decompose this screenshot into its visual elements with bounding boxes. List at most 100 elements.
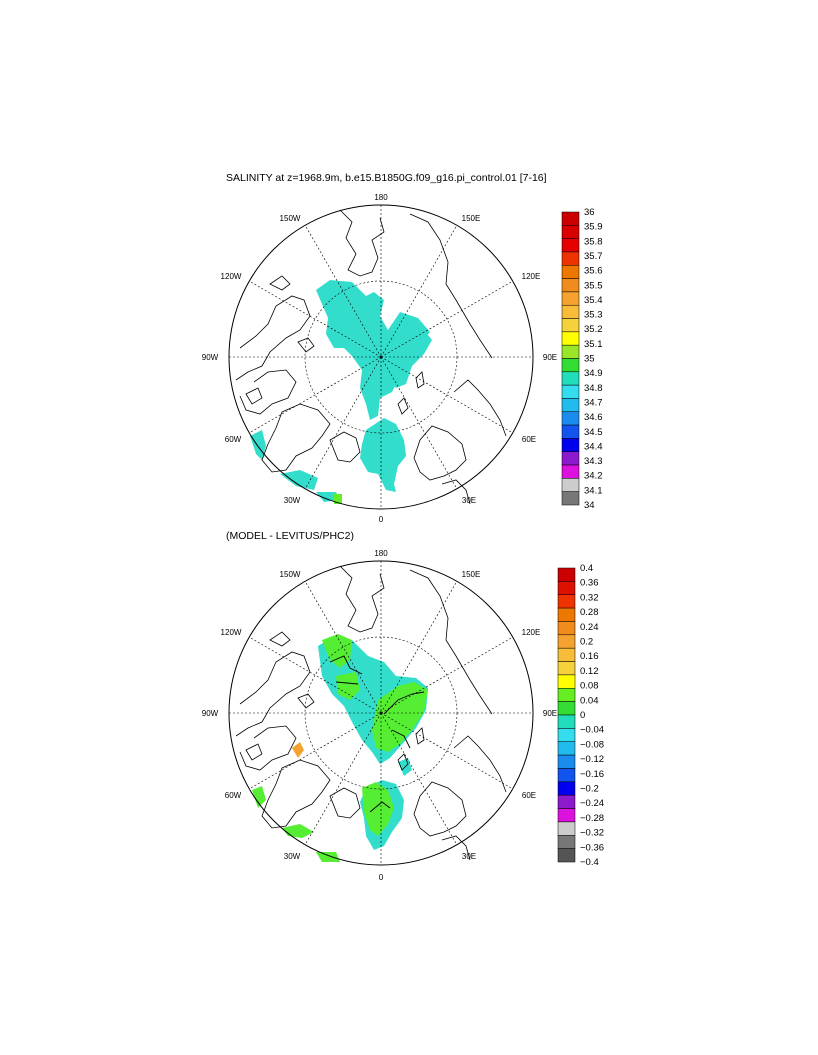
panel2-label-150e: 150E xyxy=(462,570,481,579)
panel1-colorbar-swatch xyxy=(561,211,580,226)
panel2-colorbar-swatch xyxy=(557,647,576,662)
panel2-colorbar: 0.4 0.36 0.32 0.28 0.24 0.2 0.16 0.12 0.08 0.04 0 −… xyxy=(557,563,604,868)
panel1-colorbar-label: 34.6 xyxy=(584,412,603,423)
panel1-colorbar-label: 35.4 xyxy=(584,295,603,306)
panel1-title: SALINITY at z=1968.9m, b.e15.B1850G.f09_… xyxy=(226,172,547,184)
panel2-colorbar-label: 0.08 xyxy=(580,681,599,692)
panel1-salinity-fill xyxy=(250,280,432,502)
panel2-colorbar-label: 0.12 xyxy=(580,666,599,677)
panel1-colorbar-swatch xyxy=(561,318,580,333)
panel2-colorbar-swatch xyxy=(557,581,576,595)
panel2-colorbar-swatch xyxy=(557,781,576,796)
panel2-colorbar-label: −0.08 xyxy=(580,739,604,750)
panel1-colorbar-label: 34.1 xyxy=(584,485,603,496)
panel2-colorbar-label: 0.4 xyxy=(580,563,593,574)
panel1-colorbar-label: 34.4 xyxy=(584,441,603,452)
panel1-label-180: 180 xyxy=(374,193,388,202)
panel1-colorbar: 36 35.9 35.8 35.7 35.6 35.5 35.4 35.3 35.2 35.1 35… xyxy=(561,207,603,511)
panel1-label-60w: 60W xyxy=(225,435,242,444)
panel1-colorbar-swatch xyxy=(561,344,580,359)
panel2-label-0: 0 xyxy=(379,873,384,882)
panel2-polar-map: 180 0 90W 90E 150W 120W 150E 120E 60W 30… xyxy=(202,549,557,882)
panel1-colorbar-swatch xyxy=(561,291,580,306)
panel2-colorbar-label: 0.32 xyxy=(580,592,599,603)
panel1-colorbar-swatch xyxy=(561,384,580,399)
panel2-zero-contours xyxy=(329,655,425,813)
panel2-label-60e: 60E xyxy=(522,791,536,800)
panel1-label-60e: 60E xyxy=(522,435,536,444)
panel2-colorbar-label: −0.4 xyxy=(580,857,599,868)
panel1-colorbar-swatch xyxy=(561,451,580,466)
panel2-colorbar-swatch xyxy=(557,701,576,716)
panel2-colorbar-swatch xyxy=(557,821,576,836)
panel1-label-120e: 120E xyxy=(522,272,541,281)
panel2-label-120e: 120E xyxy=(522,628,541,637)
panel1-colorbar-swatch xyxy=(561,464,580,479)
panel1-label-30e: 30E xyxy=(462,496,476,505)
panel2-colorbar-label: 0.28 xyxy=(580,607,599,618)
panel1-colorbar-swatch xyxy=(561,304,580,319)
panel1-colorbar-swatch xyxy=(561,371,580,386)
panel2-colorbar-swatch xyxy=(557,594,576,609)
panel2-colorbar-label: 0.24 xyxy=(580,622,599,633)
panel2-colorbar-label: −0.16 xyxy=(580,769,604,780)
panel2-label-90e: 90E xyxy=(543,709,557,718)
panel1-colorbar-label: 36 xyxy=(584,207,595,218)
panel2-colorbar-label: −0.04 xyxy=(580,725,604,736)
panel2-colorbar-swatch xyxy=(557,688,576,702)
panel1-label-30w: 30W xyxy=(284,496,301,505)
panel2-colorbar-label: −0.12 xyxy=(580,754,604,765)
panel1-graticule xyxy=(229,205,533,509)
panel1-label-90w: 90W xyxy=(202,353,219,362)
panel2-label-150w: 150W xyxy=(280,570,301,579)
panel2-colorbar-swatch xyxy=(557,808,576,823)
panel1-label-150w: 150W xyxy=(280,214,301,223)
panel1-colorbar-swatch xyxy=(561,358,580,373)
panel2-colorbar-label: −0.24 xyxy=(580,798,604,809)
panel2-colorbar-swatch xyxy=(557,794,576,809)
panel2-colorbar-label: 0.36 xyxy=(580,578,599,589)
panel1-boundary-circle xyxy=(228,204,534,510)
panel1-colorbar-swatch xyxy=(561,438,580,452)
panel2-label-30e: 30E xyxy=(462,852,476,861)
panel1-polar-map: 180 0 90W 90E 150W 120W 150E 120E 60W 30… xyxy=(202,193,557,524)
panel1-colorbar-swatch xyxy=(561,225,580,239)
panel2-colorbar-swatch xyxy=(557,567,576,582)
panel2-graticule xyxy=(229,561,533,865)
panel2-colorbar-label: 0.04 xyxy=(580,695,599,706)
panel2-label-30w: 30W xyxy=(284,852,301,861)
panel2-colorbar-swatch xyxy=(557,634,576,649)
panel2-label-60w: 60W xyxy=(225,791,242,800)
panel1-colorbar-label: 35 xyxy=(584,354,595,365)
panel1-colorbar-label: 34.8 xyxy=(584,383,603,394)
panel1-colorbar-label: 34.2 xyxy=(584,471,603,482)
panel2-colorbar-swatch xyxy=(557,728,576,742)
panel2-colorbar-swatch xyxy=(557,607,576,622)
panel2-colorbar-label: −0.32 xyxy=(580,828,604,839)
panel1-lon-labels: 180 0 90W 90E 150W 120W 150E 120E 60W 30… xyxy=(202,193,557,524)
panel2-colorbar-label: −0.2 xyxy=(580,784,599,795)
panel2-diff-fill-green xyxy=(252,634,428,862)
panel1-colorbar-label: 35.9 xyxy=(584,222,603,233)
panel2-colorbar-swatch xyxy=(557,848,576,863)
panel1-colorbar-swatch xyxy=(561,411,580,426)
panel1-label-150e: 150E xyxy=(462,214,481,223)
panel2-colorbar-swatch xyxy=(557,754,576,769)
panel2-colorbar-label: 0.2 xyxy=(580,637,593,648)
panel1-colorbar-label: 34.3 xyxy=(584,456,603,467)
panel1-colorbar-swatch xyxy=(561,398,580,413)
panel2-colorbar-label: −0.36 xyxy=(580,842,604,853)
panel2-label-90w: 90W xyxy=(202,709,219,718)
panel1-colorbar-swatch xyxy=(561,265,580,279)
panel2-colorbar-label: 0 xyxy=(580,710,585,721)
panel1-label-120w: 120W xyxy=(221,272,242,281)
panel1-colorbar-label: 34.7 xyxy=(584,397,603,408)
panel2-colorbar-swatch xyxy=(557,835,576,849)
panel2-boundary-circle xyxy=(228,560,534,866)
panel1-colorbar-swatch xyxy=(561,424,580,439)
panel1-label-90e: 90E xyxy=(543,353,557,362)
panel2-label-180: 180 xyxy=(374,549,388,558)
panel1-colorbar-swatch xyxy=(561,331,580,346)
panel1-colorbar-swatch xyxy=(561,251,580,266)
